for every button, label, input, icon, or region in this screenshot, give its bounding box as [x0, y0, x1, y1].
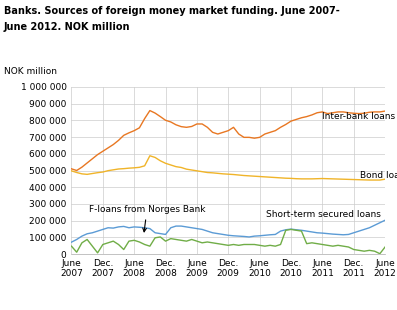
Text: June 2012. NOK million: June 2012. NOK million	[4, 22, 131, 32]
Text: Inter-bank loans: Inter-bank loans	[322, 113, 395, 122]
Text: F-loans from Norges Bank: F-loans from Norges Bank	[89, 205, 205, 232]
Text: NOK million: NOK million	[4, 67, 57, 76]
Text: Banks. Sources of foreign money market funding. June 2007-: Banks. Sources of foreign money market f…	[4, 6, 340, 16]
Text: Bond loans: Bond loans	[360, 171, 397, 180]
Text: Short-term secured loans: Short-term secured loans	[266, 210, 381, 219]
